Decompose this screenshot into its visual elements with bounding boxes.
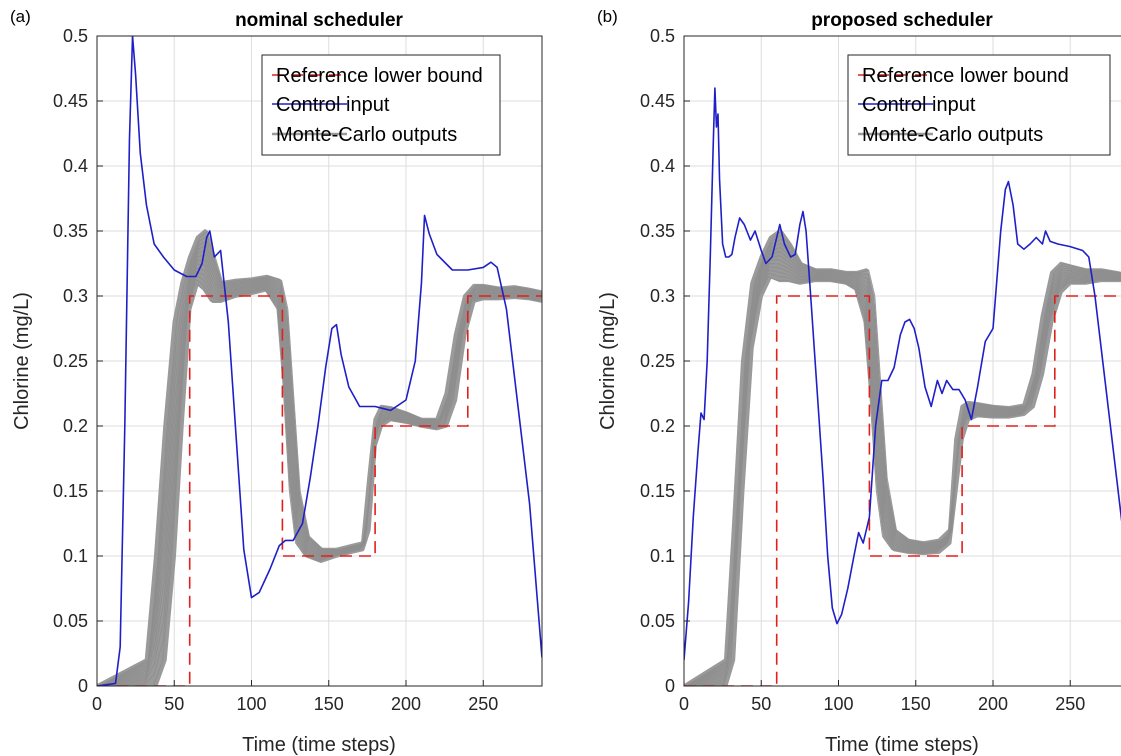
- montecarlo-trajectory: [685, 234, 1121, 686]
- panel-label: (a): [10, 7, 31, 26]
- x-tick-label: 250: [468, 694, 498, 714]
- x-tick-label: 150: [314, 694, 344, 714]
- control-line: [684, 87, 1121, 661]
- y-tick-label: 0.45: [640, 91, 675, 111]
- x-tick-label: 50: [751, 694, 771, 714]
- montecarlo-trajectory: [686, 230, 1121, 686]
- legend-label-reference: Reference lower bound: [862, 65, 1069, 87]
- x-tick-label: 200: [978, 694, 1008, 714]
- y-tick-label: 0.15: [53, 481, 88, 501]
- x-tick-label: 100: [823, 694, 853, 714]
- y-tick-label: 0.2: [650, 416, 675, 436]
- x-tick-label: 250: [1055, 694, 1085, 714]
- x-tick-label: 0: [92, 694, 102, 714]
- ticks: 0 50 100 150 200 250 0 0.05 0.1 0.15 0.2 0.25 0.3 0.3…: [640, 26, 1085, 714]
- panel-label: (b): [597, 7, 618, 26]
- y-tick-label: 0.05: [53, 611, 88, 631]
- x-tick-label: 50: [164, 694, 184, 714]
- y-tick-label: 0.3: [650, 286, 675, 306]
- montecarlo-trajectory: [98, 235, 542, 686]
- legend-label-montecarlo: Monte-Carlo outputs: [276, 124, 457, 146]
- y-tick-label: 0.5: [63, 26, 88, 46]
- y-tick-label: 0.1: [63, 546, 88, 566]
- legend: Reference lower bound Control input Mont…: [261, 54, 501, 156]
- legend-label-control: Control input: [862, 94, 976, 116]
- y-axis-label: Chlorine (mg/L): [597, 292, 619, 430]
- panel-b: (b) proposed scheduler 0 50 100 150 200 25000…: [597, 7, 1121, 756]
- chart-title: proposed scheduler: [811, 10, 993, 31]
- y-tick-label: 0.3: [63, 286, 88, 306]
- y-tick-label: 0.4: [650, 156, 675, 176]
- y-tick-label: 0.5: [650, 26, 675, 46]
- legend: Reference lower bound Control input Mont…: [847, 54, 1111, 156]
- legend-label-reference: Reference lower bound: [276, 65, 483, 87]
- montecarlo-trajectory: [99, 230, 542, 686]
- y-tick-label: 0.35: [53, 221, 88, 241]
- x-axis-label: Time (time steps): [242, 734, 396, 756]
- y-tick-label: 0.25: [640, 351, 675, 371]
- plot-area: [684, 87, 1121, 686]
- y-tick-label: 0: [665, 676, 675, 696]
- y-tick-label: 0.25: [53, 351, 88, 371]
- x-tick-label: 200: [391, 694, 421, 714]
- x-tick-label: 0: [679, 694, 689, 714]
- y-tick-label: 0.05: [640, 611, 675, 631]
- y-tick-label: 0.45: [53, 91, 88, 111]
- control-line: [97, 36, 542, 686]
- ticks: 0 50 100 150 200 250 0 0.05 0.1 0.15 0.2 0.25 0.3 0.3…: [53, 26, 498, 714]
- panel-a: (a) nominal scheduler 0 50 100 150 200 250 0 0.…: [10, 7, 543, 756]
- x-axis-label: Time (time steps): [825, 734, 979, 756]
- y-tick-label: 0.4: [63, 156, 88, 176]
- reference-line: [684, 295, 1121, 686]
- legend-box: [261, 54, 501, 156]
- legend-label-montecarlo: Monte-Carlo outputs: [862, 124, 1043, 146]
- reference-line: [97, 295, 542, 686]
- y-tick-label: 0.15: [640, 481, 675, 501]
- y-axis-label: Chlorine (mg/L): [11, 292, 33, 430]
- y-tick-label: 0: [78, 676, 88, 696]
- chart-title: nominal scheduler: [235, 10, 403, 31]
- legend-box: [847, 54, 1111, 156]
- y-tick-label: 0.2: [63, 416, 88, 436]
- legend-label-control: Control input: [276, 94, 390, 116]
- x-tick-label: 150: [901, 694, 931, 714]
- x-tick-label: 100: [236, 694, 266, 714]
- plot-area: [97, 36, 542, 686]
- y-tick-label: 0.1: [650, 546, 675, 566]
- y-tick-label: 0.35: [640, 221, 675, 241]
